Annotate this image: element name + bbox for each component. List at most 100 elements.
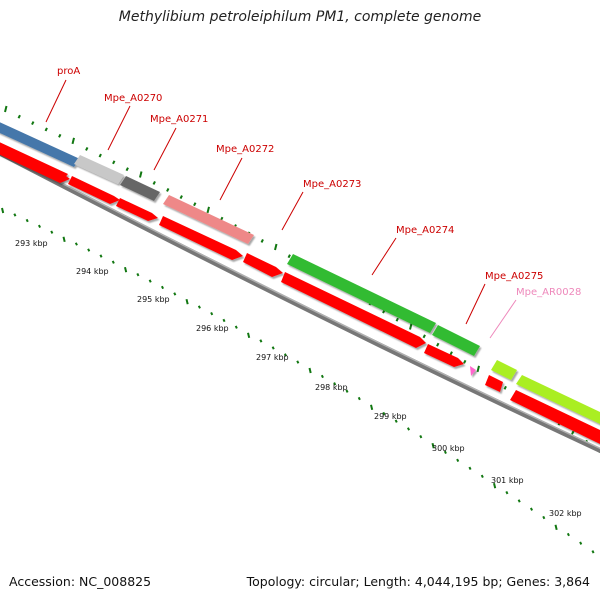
- gene-Mpe_A0271[interactable]: [120, 176, 160, 201]
- tick-mark: [71, 137, 75, 145]
- tick-mark: [197, 305, 201, 309]
- tick-mark: [148, 279, 152, 283]
- reverse-gene[interactable]: [424, 344, 464, 367]
- tick-mark: [17, 114, 21, 119]
- tick-mark: [382, 411, 386, 416]
- reverse-gene[interactable]: [116, 198, 158, 221]
- tick-mark: [50, 230, 54, 234]
- tick-mark: [591, 550, 595, 554]
- genome-stats-text: Topology: circular; Length: 4,044,195 bp…: [246, 574, 590, 589]
- gene-Mpe_AR0028[interactable]: [470, 366, 476, 376]
- reverse-gene[interactable]: [281, 272, 426, 348]
- tick-mark: [517, 499, 521, 503]
- tick-mark: [456, 458, 460, 462]
- tick-mark: [493, 482, 497, 489]
- tick-label: 297 kbp: [256, 353, 289, 362]
- genome-backbone: [0, 150, 600, 454]
- tick-mark: [74, 242, 78, 246]
- tick-mark: [370, 404, 374, 411]
- tick-mark: [463, 359, 467, 364]
- tick-label: 296 kbp: [196, 324, 229, 333]
- tick-mark: [542, 515, 546, 520]
- gene-label: Mpe_A0272: [216, 144, 274, 155]
- gene-segment-lime[interactable]: [516, 375, 600, 424]
- tick-label: 300 kbp: [432, 444, 465, 453]
- tick-mark: [37, 224, 42, 229]
- tick-mark: [529, 507, 534, 511]
- tick-mark: [554, 524, 558, 531]
- gene-unnamed[interactable]: [491, 360, 517, 380]
- tick-mark: [125, 167, 129, 172]
- tick-mark: [112, 160, 116, 165]
- tick-mark: [210, 312, 214, 316]
- leader-line: [489, 299, 517, 339]
- tick-mark: [566, 532, 570, 537]
- tick-label: 302 kbp: [549, 509, 582, 518]
- tick-mark: [185, 298, 189, 305]
- tick-mark: [333, 382, 337, 386]
- tick-mark: [296, 360, 300, 364]
- tick-mark: [206, 206, 210, 214]
- gene-label: Mpe_A0275: [485, 271, 543, 282]
- tick-mark: [406, 427, 411, 431]
- leader-line: [219, 157, 243, 201]
- gene-label: Mpe_A0274: [396, 225, 454, 236]
- tick-mark: [503, 385, 507, 390]
- tick-mark: [139, 171, 143, 178]
- reverse-gene[interactable]: [243, 253, 283, 277]
- tick-mark: [98, 153, 102, 158]
- tick-mark: [124, 266, 128, 273]
- gene-Mpe_A0270[interactable]: [74, 155, 124, 184]
- tick-mark: [99, 254, 103, 258]
- tick-mark: [247, 332, 251, 339]
- tick-mark: [179, 195, 183, 199]
- tick-mark: [25, 218, 29, 223]
- tick-label: 301 kbp: [491, 476, 524, 485]
- label-leader-lines: [45, 79, 517, 339]
- tick-mark: [308, 367, 312, 374]
- tick-mark: [111, 260, 115, 264]
- gene-Mpe_A0274[interactable]: [287, 254, 436, 333]
- tick-label: 295 kbp: [137, 295, 170, 304]
- tick-mark: [136, 273, 140, 277]
- tick-mark: [505, 490, 509, 495]
- tick-mark: [283, 353, 288, 357]
- tick-mark: [160, 285, 165, 290]
- gene-label: proA: [57, 66, 80, 77]
- tick-mark: [271, 346, 275, 350]
- gene-Mpe_A0275[interactable]: [432, 325, 480, 356]
- tick-mark: [152, 180, 156, 185]
- tick-mark: [357, 396, 361, 401]
- gene-label: Mpe_A0270: [104, 93, 162, 104]
- tick-mark: [173, 292, 177, 296]
- tick-mark: [449, 351, 453, 356]
- tick-mark: [259, 339, 263, 343]
- reverse-gene[interactable]: [510, 390, 600, 444]
- tick-mark: [422, 334, 426, 339]
- tick-mark: [260, 238, 264, 243]
- tick-mark: [443, 450, 447, 455]
- tick-mark: [4, 105, 8, 113]
- tick-mark: [579, 541, 583, 545]
- reverse-gene[interactable]: [0, 142, 70, 183]
- tick-mark: [345, 389, 349, 393]
- gene-proA[interactable]: [0, 120, 80, 167]
- tick-mark: [394, 419, 398, 423]
- tick-mark: [468, 466, 472, 470]
- gene-Mpe_A0272[interactable]: [163, 195, 254, 244]
- tick-label: 299 kbp: [374, 412, 407, 421]
- gene-label: Mpe_AR0028: [516, 287, 581, 298]
- tick-mark: [58, 133, 62, 138]
- tick-mark: [431, 442, 435, 449]
- tick-mark: [409, 323, 413, 330]
- tick-mark: [31, 121, 35, 125]
- tick-mark: [13, 213, 17, 217]
- reverse-gene[interactable]: [68, 176, 120, 204]
- leader-line: [107, 105, 131, 151]
- reverse-gene[interactable]: [159, 216, 243, 260]
- leader-line: [45, 79, 67, 123]
- tick-mark: [287, 254, 291, 259]
- reverse-gene[interactable]: [485, 375, 503, 392]
- leader-line: [465, 283, 486, 325]
